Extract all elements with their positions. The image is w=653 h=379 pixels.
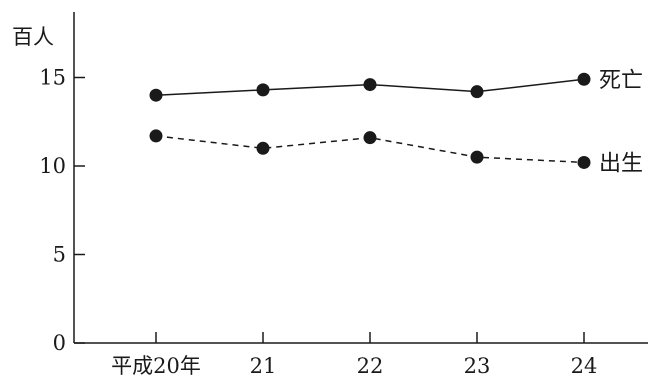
y-tick-label: 15: [39, 66, 66, 90]
data-point: [470, 85, 484, 99]
data-point: [577, 155, 591, 169]
y-tick-label: 5: [53, 243, 66, 267]
y-tick-label: 0: [53, 331, 66, 355]
series-label: 死亡: [599, 68, 643, 93]
data-point: [577, 72, 591, 86]
x-tick-label: 24: [571, 354, 598, 378]
series-label: 出生: [599, 151, 643, 176]
data-point: [149, 88, 163, 102]
x-tick-label: 22: [357, 354, 384, 378]
data-point: [470, 150, 484, 164]
series-points: [149, 72, 591, 169]
series-lines: [155, 78, 585, 164]
y-axis-unit-label: 百人: [12, 25, 54, 49]
x-ticks: 平成20年 21 22 23 24: [111, 332, 597, 378]
data-point: [363, 131, 377, 145]
data-point: [149, 129, 163, 143]
x-tick-label: 23: [464, 354, 491, 378]
data-point: [256, 141, 270, 155]
y-ticks: 0 5 10 15: [39, 66, 85, 355]
y-tick-label: 10: [39, 154, 66, 178]
x-tick-label: 21: [250, 354, 277, 378]
data-point: [363, 78, 377, 92]
series-line: [155, 135, 585, 164]
data-point: [256, 83, 270, 97]
x-tick-label: 平成20年: [111, 354, 201, 378]
